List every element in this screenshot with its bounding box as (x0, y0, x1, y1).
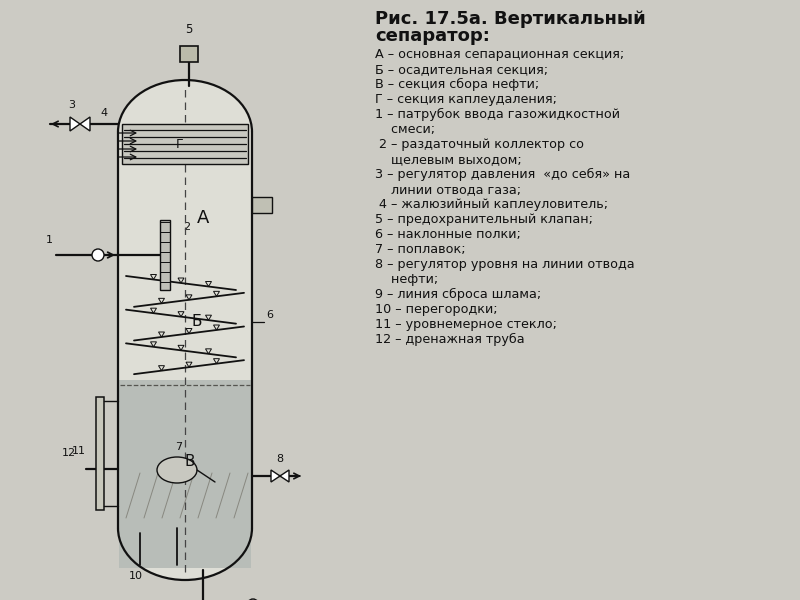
Ellipse shape (246, 599, 260, 600)
Text: 7: 7 (175, 442, 182, 452)
Text: 2 – раздаточный коллектор со: 2 – раздаточный коллектор со (375, 138, 584, 151)
Text: 8 – регулятор уровня на линии отвода: 8 – регулятор уровня на линии отвода (375, 258, 634, 271)
Text: 11: 11 (72, 445, 86, 455)
Text: 4 – жалюзийный каплеуловитель;: 4 – жалюзийный каплеуловитель; (375, 198, 608, 211)
Text: 2: 2 (183, 222, 190, 232)
Text: сепаратор:: сепаратор: (375, 27, 490, 45)
Text: 9 – линия сброса шлама;: 9 – линия сброса шлама; (375, 288, 542, 301)
Text: линии отвода газа;: линии отвода газа; (375, 183, 521, 196)
Ellipse shape (157, 457, 197, 483)
Text: А – основная сепарационная секция;: А – основная сепарационная секция; (375, 48, 624, 61)
Text: Г: Г (176, 137, 184, 151)
Text: 6 – наклонные полки;: 6 – наклонные полки; (375, 228, 521, 241)
Text: 7 – поплавок;: 7 – поплавок; (375, 243, 466, 256)
Text: 1 – патрубок ввода газожидкостной: 1 – патрубок ввода газожидкостной (375, 108, 620, 121)
Bar (96, 397, 104, 510)
Text: Б: Б (192, 314, 202, 329)
Polygon shape (70, 117, 80, 131)
Ellipse shape (118, 80, 252, 184)
Circle shape (92, 249, 104, 261)
Bar (180, 46, 198, 62)
Text: Г – секция каплеудаления;: Г – секция каплеудаления; (375, 93, 557, 106)
Text: 12 – дренажная труба: 12 – дренажная труба (375, 333, 525, 346)
Text: 3 – регулятор давления  «до себя» на: 3 – регулятор давления «до себя» на (375, 168, 630, 181)
Bar (122, 124, 248, 164)
Polygon shape (280, 470, 289, 482)
Text: В – секция сбора нефти;: В – секция сбора нефти; (375, 78, 539, 91)
Text: щелевым выходом;: щелевым выходом; (375, 153, 522, 166)
Text: 6: 6 (266, 311, 273, 320)
Text: 5: 5 (186, 23, 193, 36)
Text: 10: 10 (129, 571, 143, 581)
Polygon shape (80, 117, 90, 131)
Text: А: А (197, 209, 209, 227)
Text: Рис. 17.5а. Вертикальный: Рис. 17.5а. Вертикальный (375, 10, 646, 28)
Bar (252, 197, 272, 213)
Bar (118, 132, 252, 528)
Text: В: В (185, 454, 195, 469)
Bar (160, 220, 170, 290)
Text: 10 – перегородки;: 10 – перегородки; (375, 303, 498, 316)
Text: 11 – уровнемерное стекло;: 11 – уровнемерное стекло; (375, 318, 557, 331)
Text: 1: 1 (46, 235, 53, 245)
Ellipse shape (118, 476, 252, 580)
Text: смеси;: смеси; (375, 123, 435, 136)
Text: 5 – предохранительный клапан;: 5 – предохранительный клапан; (375, 213, 593, 226)
Polygon shape (271, 470, 280, 482)
Text: 3: 3 (69, 100, 75, 110)
Text: Б – осадительная секция;: Б – осадительная секция; (375, 63, 548, 76)
Text: нефти;: нефти; (375, 273, 438, 286)
Text: 8: 8 (277, 454, 283, 464)
Text: 4: 4 (101, 108, 107, 118)
Bar (119, 380, 251, 568)
Text: 12: 12 (62, 449, 76, 458)
